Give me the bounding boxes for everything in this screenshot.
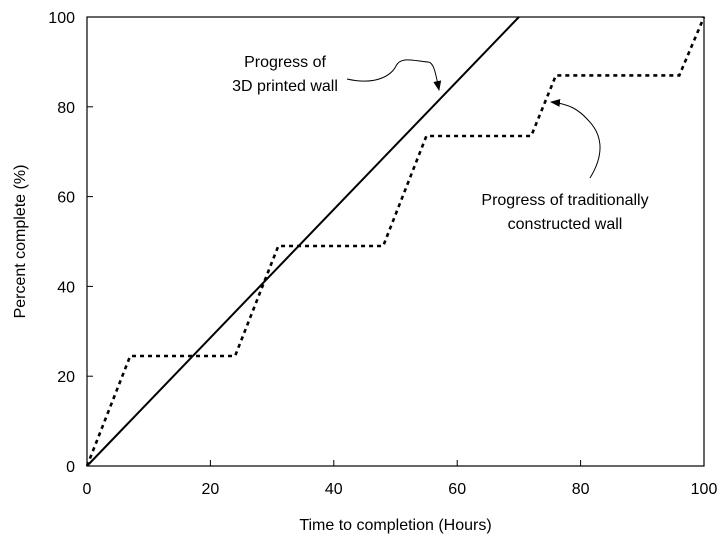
x-tick-label-20: 20 [202,481,220,498]
y-tick-label-20: 20 [57,369,75,386]
series-traditional-line [85,16,706,467]
y-axis-title: Percent complete (%) [12,165,29,319]
x-axis-title: Time to completion (Hours) [299,517,491,534]
y-axis-tick-labels: 0 20 40 60 80 100 [48,10,75,476]
plot-area: 0 20 40 60 80 100 0 20 40 60 80 100 Progress of 3D… [48,10,717,498]
x-axis-ticks [86,460,705,466]
x-tick-label-0: 0 [83,481,92,498]
annotation-3d-printed-line2: 3D printed wall [232,78,338,95]
x-tick-label-40: 40 [325,481,343,498]
y-tick-label-80: 80 [57,100,75,117]
x-tick-label-80: 80 [572,481,590,498]
x-axis-tick-labels: 0 20 40 60 80 100 [83,481,718,498]
annotation-3d-printed-line1: Progress of [244,54,326,71]
y-tick-label-40: 40 [57,279,75,296]
annotation-3d-printed: Progress of 3D printed wall [232,54,442,95]
annotation-traditional-line2: constructed wall [508,216,623,233]
y-axis-ticks [87,16,93,467]
plot-frame [86,16,705,467]
annotations: Progress of 3D printed wall Progress of … [232,54,649,233]
y-tick-label-100: 100 [48,10,75,27]
y-tick-label-60: 60 [57,190,75,207]
series-3d-printed-line [86,16,520,467]
annotation-traditional: Progress of traditionally constructed wa… [481,98,649,233]
y-tick-label-0: 0 [66,459,75,476]
annotation-3d-printed-arrow [346,59,442,91]
x-tick-label-60: 60 [448,481,466,498]
x-tick-label-100: 100 [691,481,718,498]
annotation-traditional-line1: Progress of traditionally [481,192,648,209]
series-layer [85,16,706,467]
annotation-traditional-arrow [550,98,601,179]
